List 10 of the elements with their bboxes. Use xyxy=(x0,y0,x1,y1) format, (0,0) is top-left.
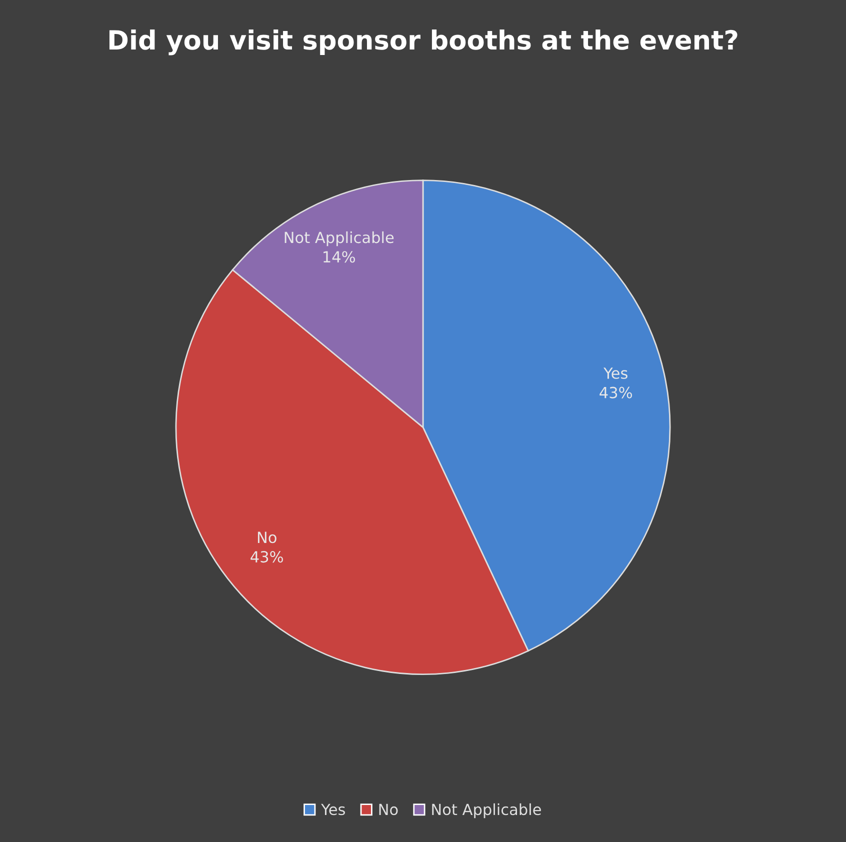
chart-title: Did you visit sponsor booths at the event? xyxy=(109,29,738,56)
legend-label: Not Applicable xyxy=(432,803,541,818)
legend-label: No xyxy=(379,804,398,816)
data-label: 14% xyxy=(324,251,355,263)
slice-label: Yes xyxy=(604,368,628,379)
legend-label: Yes xyxy=(321,804,345,816)
data-label: 43% xyxy=(600,386,632,398)
slice-label: No xyxy=(258,532,276,544)
slice-label: Not Applicable xyxy=(284,231,394,246)
data-label: 43% xyxy=(250,551,283,563)
